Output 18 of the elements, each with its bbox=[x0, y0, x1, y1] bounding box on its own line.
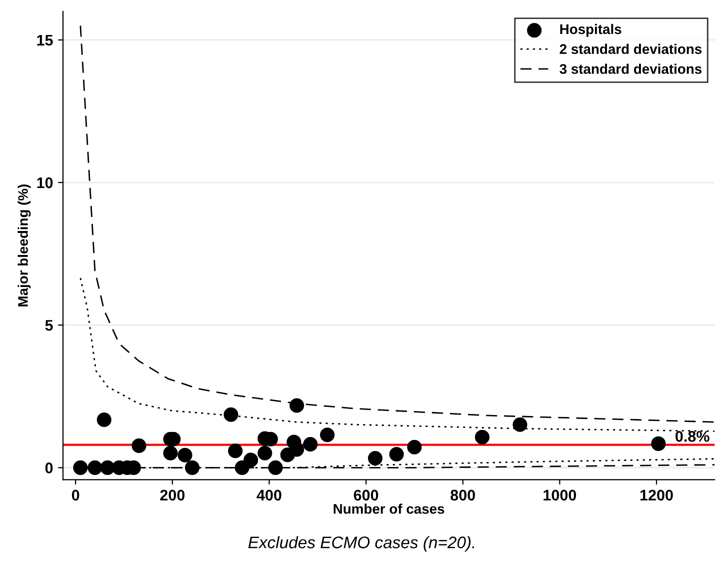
y-tick-label: 5 bbox=[45, 320, 53, 331]
y-axis-title: Major bleeding (%) bbox=[18, 184, 31, 306]
legend-label: 3 standard deviations bbox=[560, 64, 702, 74]
x-tick-label: 200 bbox=[160, 490, 185, 501]
x-tick-label: 1200 bbox=[640, 490, 673, 501]
x-tick-label: 400 bbox=[256, 490, 282, 501]
y-tick-label: 15 bbox=[37, 34, 53, 46]
ref-line-label: 0.8% bbox=[676, 431, 710, 442]
legend-label: Hospitals bbox=[560, 24, 622, 37]
x-axis-title: Number of cases bbox=[334, 504, 444, 514]
y-tick-label: 10 bbox=[37, 177, 53, 188]
x-tick-label: 0 bbox=[72, 490, 80, 501]
x-tick-label: 1000 bbox=[544, 490, 576, 501]
x-tick-label: 600 bbox=[354, 490, 378, 501]
text: Excludes ECMO cases (n=20). bbox=[248, 536, 474, 552]
legend-label: 2 standard deviations bbox=[560, 44, 702, 54]
y-tick-label: 0 bbox=[45, 462, 53, 474]
x-tick-label: 800 bbox=[450, 490, 475, 501]
